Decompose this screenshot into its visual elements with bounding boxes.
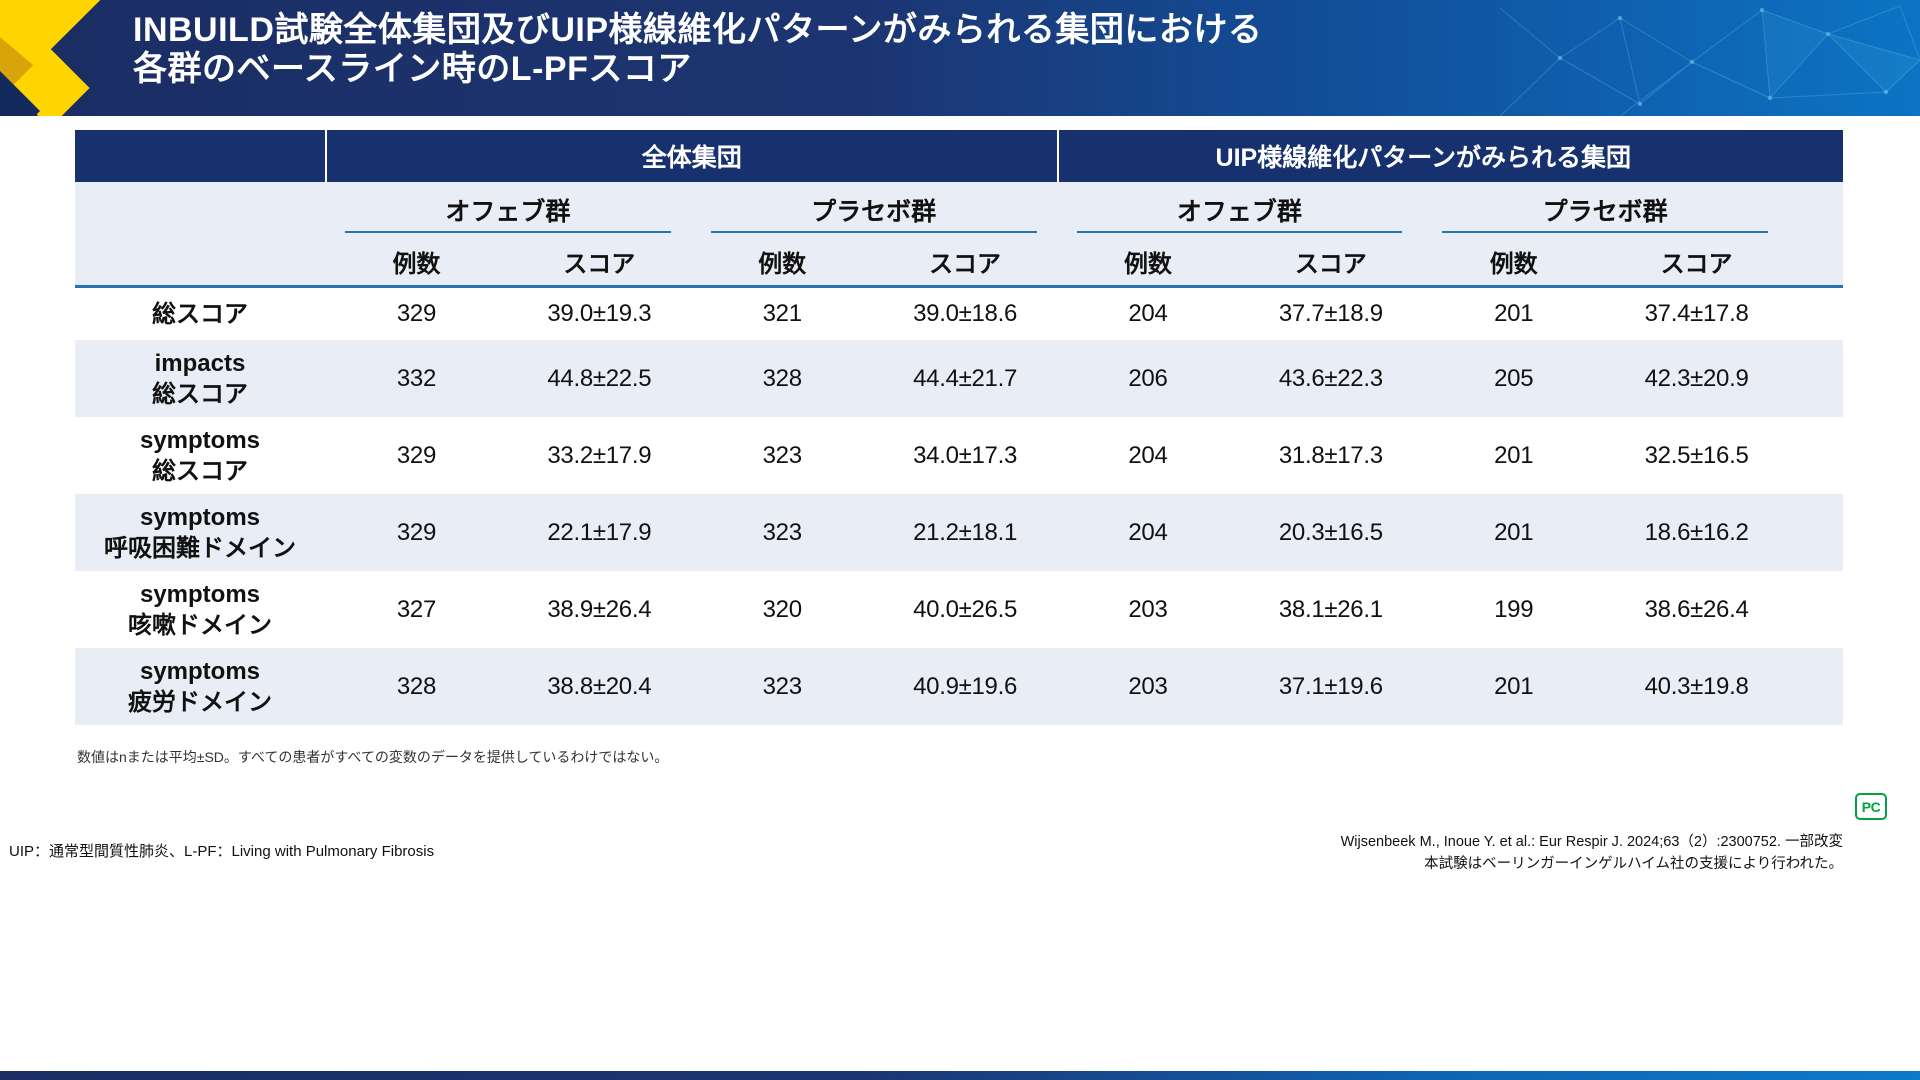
row-label: 総スコア xyxy=(152,300,248,328)
empty-cell xyxy=(75,182,325,238)
value-cell: 38.9±26.4 xyxy=(547,595,652,623)
value-cell: 323 xyxy=(762,518,802,546)
table-row: symptoms 呼吸困難ドメイン 329 22.1±17.9 323 21.2… xyxy=(75,494,1843,571)
value-cell: 20.3±16.5 xyxy=(1278,518,1383,546)
table-row: impacts 総スコア 332 44.8±22.5 328 44.4±21.7… xyxy=(75,340,1843,417)
table-footnote: 数値はnまたは平均±SD。すべての患者がすべての変数のデータを提供しているわけで… xyxy=(77,749,669,765)
value-cell: 199 xyxy=(1494,595,1534,623)
corner-cell xyxy=(75,130,325,182)
value-cell: 206 xyxy=(1128,364,1168,392)
value-cell: 329 xyxy=(396,518,437,546)
value-cell: 323 xyxy=(762,441,802,469)
value-cell: 37.7±18.9 xyxy=(1278,300,1383,327)
citation-line1: Wijsenbeek M., Inoue Y. et al.: Eur Resp… xyxy=(1340,834,1843,850)
value-cell: 204 xyxy=(1128,518,1168,546)
network-pattern-decoration xyxy=(1499,5,1920,116)
value-cell: 328 xyxy=(396,672,437,700)
value-cell: 18.6±16.2 xyxy=(1644,518,1749,546)
value-cell: 332 xyxy=(396,364,437,392)
page-title-line2: 各群のベースライン時のL-PFスコア xyxy=(133,50,692,88)
value-cell: 201 xyxy=(1494,441,1534,469)
page-title-line1: INBUILD試験全体集団及びUIP様線維化パターンがみられる集団における xyxy=(133,11,1263,49)
value-cell: 21.2±18.1 xyxy=(913,518,1018,546)
measure-header: スコア xyxy=(1294,251,1367,278)
value-cell: 320 xyxy=(762,595,802,623)
value-cell: 201 xyxy=(1494,518,1534,546)
arm-header-ofev-overall: オフェブ群 xyxy=(325,182,691,238)
row-label: impacts 総スコア xyxy=(152,349,248,408)
value-cell: 33.2±17.9 xyxy=(547,441,652,469)
page-title: INBUILD試験全体集団及びUIP様線維化パターンがみられる集団における 各群… xyxy=(133,11,1262,89)
value-cell: 203 xyxy=(1128,672,1168,700)
pc-logo: PC xyxy=(1855,793,1887,820)
arm-header-ofev-uip: オフェブ群 xyxy=(1057,182,1423,238)
value-cell: 44.4±21.7 xyxy=(913,364,1018,392)
arm-header-placebo-overall: プラセボ群 xyxy=(691,182,1057,238)
bottom-accent-bar xyxy=(0,1071,1920,1080)
value-cell: 321 xyxy=(762,300,802,327)
citation-block: Wijsenbeek M., Inoue Y. et al.: Eur Resp… xyxy=(1341,831,1843,875)
group-header-uip: UIP様線維化パターンがみられる集団 xyxy=(1056,130,1789,182)
row-label: symptoms 呼吸困難ドメイン xyxy=(104,503,296,562)
value-cell: 329 xyxy=(396,300,437,327)
value-cell: 323 xyxy=(762,672,802,700)
citation-line2: 本試験はベーリンガーインゲルハイム社の支援により行われた。 xyxy=(1424,856,1843,872)
measure-header: 例数 xyxy=(1489,251,1538,278)
value-cell: 38.6±26.4 xyxy=(1644,595,1749,623)
table-measure-header-row: 例数 スコア 例数 スコア 例数 スコア 例数 スコア xyxy=(75,238,1843,288)
table-arm-header-row: オフェブ群 プラセボ群 オフェブ群 プラセボ群 xyxy=(75,182,1843,238)
value-cell: 22.1±17.9 xyxy=(547,518,652,546)
value-cell: 37.4±17.8 xyxy=(1644,300,1749,327)
value-cell: 204 xyxy=(1128,300,1168,327)
value-cell: 204 xyxy=(1128,441,1168,469)
value-cell: 201 xyxy=(1494,672,1534,700)
measure-header: スコア xyxy=(929,251,1002,278)
measure-header: 例数 xyxy=(1123,251,1172,278)
row-label: symptoms 疲労ドメイン xyxy=(128,657,272,716)
value-cell: 38.8±20.4 xyxy=(547,672,652,700)
row-label: symptoms 総スコア xyxy=(139,426,261,485)
value-cell: 203 xyxy=(1128,595,1168,623)
arm-header-placebo-uip: プラセボ群 xyxy=(1422,182,1788,238)
table-row: 総スコア 329 39.0±19.3 321 39.0±18.6 204 37.… xyxy=(75,288,1843,340)
value-cell: 34.0±17.3 xyxy=(913,441,1018,469)
value-cell: 201 xyxy=(1494,300,1534,327)
value-cell: 43.6±22.3 xyxy=(1278,364,1383,392)
value-cell: 40.0±26.5 xyxy=(913,595,1018,623)
row-label: symptoms 咳嗽ドメイン xyxy=(128,580,272,639)
value-cell: 327 xyxy=(396,595,437,623)
value-cell: 40.3±19.8 xyxy=(1644,672,1749,700)
table-group-header-row: 全体集団 UIP様線維化パターンがみられる集団 xyxy=(75,130,1843,182)
measure-header: 例数 xyxy=(392,251,441,278)
value-cell: 328 xyxy=(762,364,802,392)
empty-cell xyxy=(75,238,325,285)
value-cell: 40.9±19.6 xyxy=(913,672,1018,700)
table-row: symptoms 疲労ドメイン 328 38.8±20.4 323 40.9±1… xyxy=(75,648,1843,725)
value-cell: 38.1±26.1 xyxy=(1278,595,1383,623)
abbreviations-note: UIP：通常型間質性肺炎、L-PF：Living with Pulmonary … xyxy=(9,843,435,860)
table-row: symptoms 総スコア 329 33.2±17.9 323 34.0±17.… xyxy=(75,417,1843,494)
table-row: symptoms 咳嗽ドメイン 327 38.9±26.4 320 40.0±2… xyxy=(75,571,1843,648)
value-cell: 42.3±20.9 xyxy=(1644,364,1749,392)
value-cell: 44.8±22.5 xyxy=(547,364,652,392)
measure-header: スコア xyxy=(563,251,636,278)
title-bar: INBUILD試験全体集団及びUIP様線維化パターンがみられる集団における 各群… xyxy=(0,0,1920,116)
lpf-score-table: 全体集団 UIP様線維化パターンがみられる集団 オフェブ群 プラセボ群 オフェブ… xyxy=(75,130,1843,725)
value-cell: 39.0±19.3 xyxy=(547,300,652,327)
measure-header: スコア xyxy=(1660,251,1733,278)
value-cell: 329 xyxy=(396,441,437,469)
value-cell: 37.1±19.6 xyxy=(1278,672,1383,700)
value-cell: 205 xyxy=(1494,364,1534,392)
value-cell: 32.5±16.5 xyxy=(1644,441,1749,469)
group-header-overall: 全体集団 xyxy=(325,130,1057,182)
value-cell: 39.0±18.6 xyxy=(913,300,1018,327)
value-cell: 31.8±17.3 xyxy=(1278,441,1383,469)
measure-header: 例数 xyxy=(758,251,807,278)
